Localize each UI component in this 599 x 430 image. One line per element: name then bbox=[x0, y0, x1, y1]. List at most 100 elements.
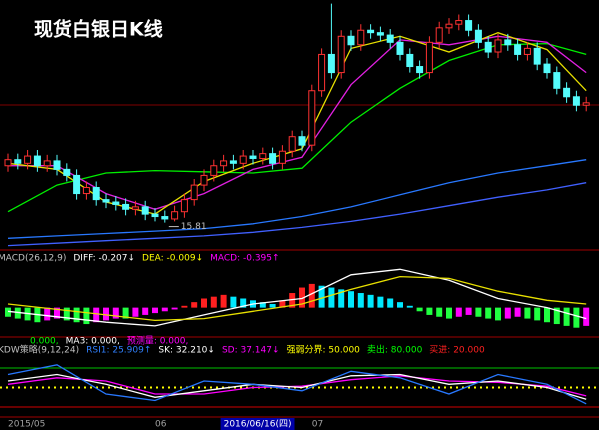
candle-body bbox=[239, 155, 247, 164]
macd-bar bbox=[230, 296, 237, 308]
candle-body bbox=[63, 168, 71, 176]
candle-body bbox=[504, 39, 512, 46]
indicator-label: MACD(26,12,9) bbox=[0, 254, 66, 264]
indicator-line bbox=[7, 364, 587, 405]
indicator-line bbox=[7, 375, 587, 397]
macd-bar bbox=[142, 307, 149, 315]
indicator-label: SK: 32.210↓ bbox=[158, 346, 215, 356]
macd-line bbox=[7, 268, 587, 327]
macd-bar bbox=[122, 307, 129, 319]
candle-body bbox=[435, 27, 443, 43]
macd-bar bbox=[544, 307, 550, 323]
macd-bar bbox=[573, 307, 580, 328]
candle-body bbox=[278, 150, 286, 164]
candle-body bbox=[180, 199, 188, 213]
candle-body bbox=[131, 206, 139, 210]
indicator-line bbox=[7, 373, 587, 400]
candle-body bbox=[171, 211, 179, 220]
indicator-label: 卖出: 80.000 bbox=[367, 344, 423, 356]
macd-bar bbox=[455, 307, 462, 317]
macd-bar bbox=[269, 303, 276, 308]
macd-bar bbox=[475, 307, 482, 317]
candle-body bbox=[376, 32, 384, 36]
candle-body bbox=[141, 206, 149, 215]
candle-body bbox=[220, 160, 228, 167]
candle-body bbox=[367, 29, 375, 34]
macd-bar bbox=[534, 307, 541, 321]
macd-bar bbox=[63, 307, 70, 321]
indicator-label: 买进: 20.000 bbox=[429, 345, 485, 356]
macd-bar bbox=[103, 307, 109, 321]
macd-line bbox=[7, 275, 587, 322]
candle-body bbox=[357, 29, 365, 46]
macd-bar bbox=[152, 307, 158, 314]
macd-bar bbox=[524, 307, 531, 319]
candle-body bbox=[425, 41, 433, 74]
macd-bar bbox=[240, 298, 247, 308]
candle-body bbox=[494, 39, 502, 53]
candle-body bbox=[229, 160, 237, 164]
candle-body bbox=[347, 35, 355, 46]
macd-bar bbox=[377, 296, 384, 308]
candle-body bbox=[190, 184, 198, 201]
candle-body bbox=[416, 66, 424, 74]
candle-body bbox=[161, 216, 169, 220]
candle-body bbox=[102, 199, 110, 203]
candle-body bbox=[533, 47, 541, 65]
candle-body bbox=[327, 53, 335, 74]
macd-bar bbox=[181, 305, 188, 308]
candle-body bbox=[445, 23, 453, 29]
chart-title: 现货白银日K线 bbox=[34, 18, 163, 41]
candle-body bbox=[259, 153, 267, 159]
macd-bar bbox=[5, 307, 11, 317]
macd-bar bbox=[201, 298, 207, 308]
candle-body bbox=[523, 47, 531, 55]
candle-body bbox=[514, 44, 522, 55]
macd-bar bbox=[583, 307, 590, 326]
macd-bar bbox=[54, 307, 60, 319]
candle-body bbox=[318, 53, 326, 92]
indicator-label: 强弱分界: 50.000 bbox=[287, 345, 361, 356]
x-tick-label: 07 bbox=[312, 420, 323, 430]
candle-body bbox=[582, 102, 590, 106]
candle-body bbox=[484, 41, 492, 53]
macd-bar bbox=[465, 307, 472, 315]
candle-body bbox=[24, 155, 32, 164]
candle-body bbox=[151, 213, 159, 218]
candle-body bbox=[406, 53, 414, 68]
macd-bar bbox=[328, 287, 335, 308]
indicator-label: 0.000, bbox=[30, 337, 59, 347]
indicator-label: DIFF: -0.207↓ bbox=[73, 254, 135, 264]
macd-bar bbox=[44, 307, 51, 321]
macd-bar bbox=[318, 285, 325, 308]
macd-bar bbox=[289, 293, 296, 308]
macd-bar bbox=[132, 307, 139, 317]
macd-bar bbox=[171, 307, 178, 310]
macd-bar bbox=[191, 302, 198, 308]
cursor-date-box bbox=[220, 418, 295, 430]
candle-body bbox=[337, 35, 345, 74]
candle-body bbox=[4, 159, 12, 167]
candle-body bbox=[14, 159, 22, 164]
candle-body bbox=[269, 153, 277, 164]
indicator-label: DEA: -0.009↓ bbox=[142, 254, 203, 264]
macd-bar bbox=[553, 307, 560, 325]
macd-bar bbox=[259, 302, 266, 308]
macd-bar bbox=[446, 307, 452, 319]
x-tick-label: 06 bbox=[155, 420, 167, 430]
moving-average bbox=[7, 182, 587, 247]
indicator-label: MA3: 0.000, bbox=[66, 337, 120, 347]
macd-bar bbox=[436, 307, 443, 317]
candle-body bbox=[288, 136, 296, 152]
candle-body bbox=[200, 174, 208, 186]
candle-body bbox=[249, 155, 257, 159]
macd-bar bbox=[93, 307, 100, 323]
candle-body bbox=[396, 41, 404, 55]
macd-bar bbox=[308, 283, 315, 308]
macd-bar bbox=[416, 307, 423, 312]
macd-bar bbox=[338, 289, 345, 308]
macd-bar bbox=[495, 307, 501, 321]
